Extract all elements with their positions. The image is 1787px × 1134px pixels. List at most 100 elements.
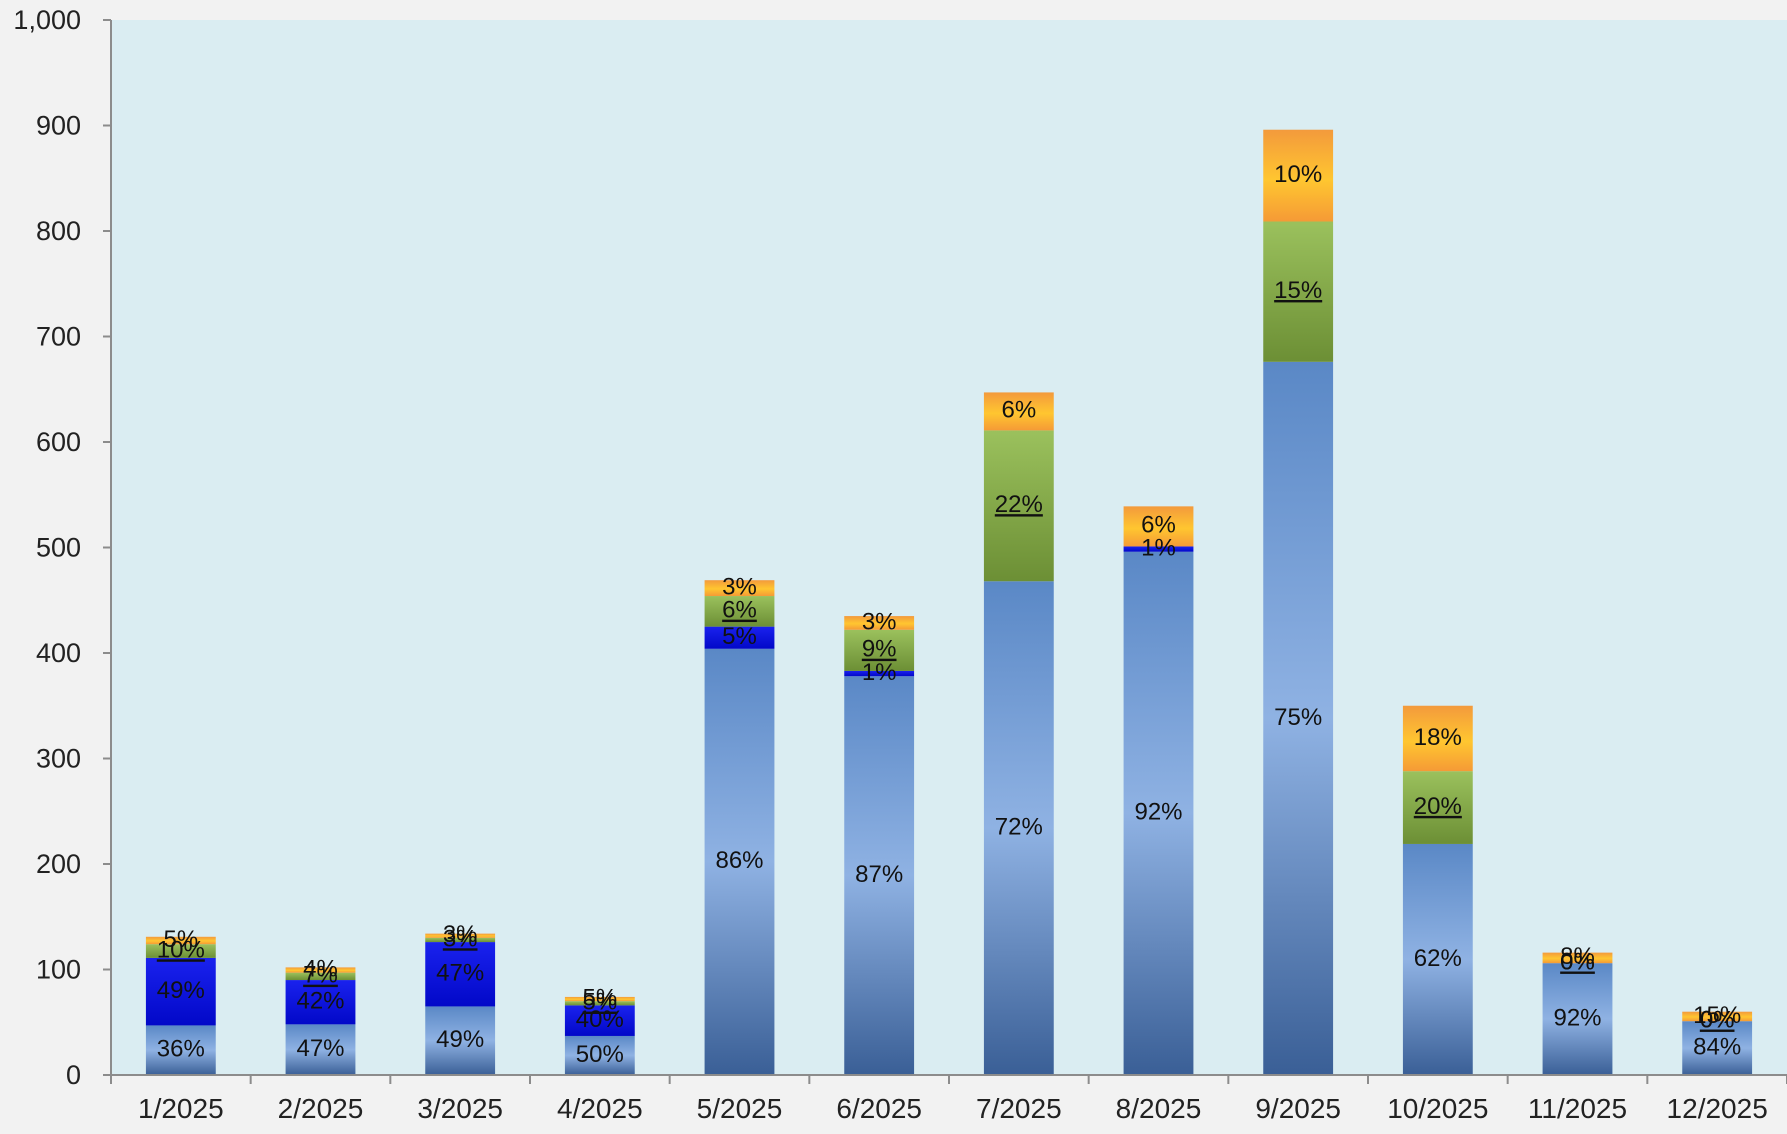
data-label-series-3: 0%	[1700, 1007, 1735, 1034]
bar-segment-series-1	[983, 581, 1054, 1075]
data-label-series-2: 0%	[1560, 949, 1595, 976]
data-label-series-1: 47%	[296, 1035, 344, 1062]
data-label-series-3: 20%	[1414, 793, 1462, 820]
bar-segment-series-1	[425, 1006, 496, 1075]
bar-segment-series-3	[425, 937, 496, 943]
data-label-series-4: 6%	[1141, 512, 1176, 539]
data-label-series-4: 4%	[303, 955, 338, 982]
bar-segment-series-4	[285, 967, 356, 973]
bar-segment-series-1	[285, 1024, 356, 1075]
data-label-series-4: 5%	[163, 926, 198, 953]
data-label-series-1: 36%	[157, 1036, 205, 1063]
data-label-series-2: 42%	[296, 988, 344, 1015]
data-label-series-1: 62%	[1414, 945, 1462, 972]
data-label-series-1: 84%	[1693, 1033, 1741, 1060]
data-label-series-1: 72%	[995, 813, 1043, 840]
data-label-series-2: 5%	[722, 623, 757, 650]
data-label-series-3: 9%	[862, 636, 897, 663]
bar-segment-series-1	[1402, 843, 1473, 1075]
data-labels-layer: 36%49%10%5%47%42%7%4%49%47%3%3%50%40%5%5…	[157, 161, 1741, 1068]
bar-segment-series-3	[704, 596, 775, 627]
data-label-series-2: 40%	[576, 1006, 624, 1033]
bar-segment-series-4	[1402, 705, 1473, 772]
data-label-series-4: 3%	[443, 921, 478, 948]
y-tick-label: 0	[66, 1060, 81, 1090]
bar-segment-series-4	[1123, 506, 1194, 547]
bar-segment-series-1	[1263, 361, 1334, 1075]
data-label-series-1: 87%	[855, 861, 903, 888]
bar-segment-series-4	[983, 392, 1054, 431]
data-label-series-4: 3%	[722, 573, 757, 600]
bar-segment-series-2	[285, 980, 356, 1025]
data-label-series-4: 3%	[862, 608, 897, 635]
bar-segment-series-3	[1263, 221, 1334, 362]
data-label-series-4: 10%	[1274, 161, 1322, 188]
data-label-series-1: 75%	[1274, 704, 1322, 731]
bar-segment-series-4	[844, 616, 915, 630]
bar-segment-series-2	[704, 626, 775, 649]
data-label-series-2: 0%	[1700, 1007, 1735, 1034]
y-tick-label: 1,000	[13, 5, 81, 35]
bar-segment-series-1	[844, 676, 915, 1075]
x-tick-label: 9/2025	[1255, 1093, 1341, 1124]
x-tick-label: 4/2025	[557, 1093, 643, 1124]
data-label-series-2: 47%	[436, 960, 484, 987]
data-label-series-2: 49%	[157, 977, 205, 1004]
data-label-series-3: 10%	[157, 936, 205, 963]
bar-segment-series-4	[704, 580, 775, 597]
x-tick-label: 5/2025	[697, 1093, 783, 1124]
data-label-series-3: 3%	[443, 925, 478, 952]
data-label-series-1: 92%	[1134, 799, 1182, 826]
data-label-series-3: 5%	[582, 989, 617, 1016]
bar-segment-series-1	[1123, 551, 1194, 1075]
bar-segment-series-3	[844, 629, 915, 671]
bar-segment-series-4	[1542, 952, 1613, 964]
bar-segment-series-4	[425, 933, 496, 938]
y-tick-label: 600	[36, 427, 81, 457]
data-label-series-1: 92%	[1553, 1004, 1601, 1031]
data-label-series-1: 50%	[576, 1041, 624, 1068]
y-axis: 0 100 200 300 400 500 600 700 800 900 1,000	[13, 5, 111, 1090]
data-label-series-2: 1%	[862, 659, 897, 686]
bar-segment-series-2	[564, 1005, 635, 1036]
bar-segment-series-1	[704, 648, 775, 1075]
bar-segment-series-3	[983, 430, 1054, 582]
data-label-series-4: 18%	[1414, 724, 1462, 751]
bar-segment-series-3	[1402, 771, 1473, 844]
x-tick-label: 12/2025	[1667, 1093, 1768, 1124]
bar-segment-series-4	[564, 996, 635, 1002]
bars-layer	[145, 129, 1753, 1075]
bar-segment-series-3	[285, 972, 356, 981]
data-label-series-4: 8%	[1560, 943, 1595, 970]
x-tick-label: 6/2025	[836, 1093, 922, 1124]
x-tick-label: 11/2025	[1528, 1093, 1627, 1124]
data-label-series-3: 0%	[1560, 949, 1595, 976]
bar-segment-series-3	[564, 1001, 635, 1006]
bar-segment-series-2	[1123, 546, 1194, 552]
data-label-series-3: 7%	[303, 962, 338, 989]
bar-segment-series-1	[1682, 1021, 1753, 1075]
data-label-series-4: 5%	[582, 984, 617, 1011]
x-axis: 1/2025 2/2025 3/2025 4/2025 5/2025 6/2025 7/20…	[110, 1075, 1787, 1124]
bar-segment-series-3	[145, 944, 216, 958]
data-label-series-1: 49%	[436, 1026, 484, 1053]
bar-segment-series-2	[145, 957, 216, 1026]
data-label-series-1: 86%	[715, 847, 763, 874]
y-tick-label: 800	[36, 216, 81, 246]
bar-segment-series-4	[145, 936, 216, 945]
x-tick-label: 10/2025	[1387, 1093, 1488, 1124]
bar-segment-series-1	[564, 1035, 635, 1075]
x-tick-label: 8/2025	[1116, 1093, 1202, 1124]
x-tick-label: 1/2025	[138, 1093, 224, 1124]
bar-segment-series-2	[844, 670, 915, 677]
x-tick-label: 2/2025	[278, 1093, 364, 1124]
bar-segment-series-2	[425, 942, 496, 1007]
x-tick-label: 3/2025	[417, 1093, 503, 1124]
data-label-series-3: 6%	[722, 597, 757, 624]
bar-segment-series-4	[1682, 1011, 1753, 1022]
bar-segment-series-4	[1263, 129, 1334, 222]
y-tick-label: 500	[36, 533, 81, 563]
data-label-series-4: 6%	[1001, 397, 1036, 424]
data-label-series-3: 15%	[1274, 277, 1322, 304]
